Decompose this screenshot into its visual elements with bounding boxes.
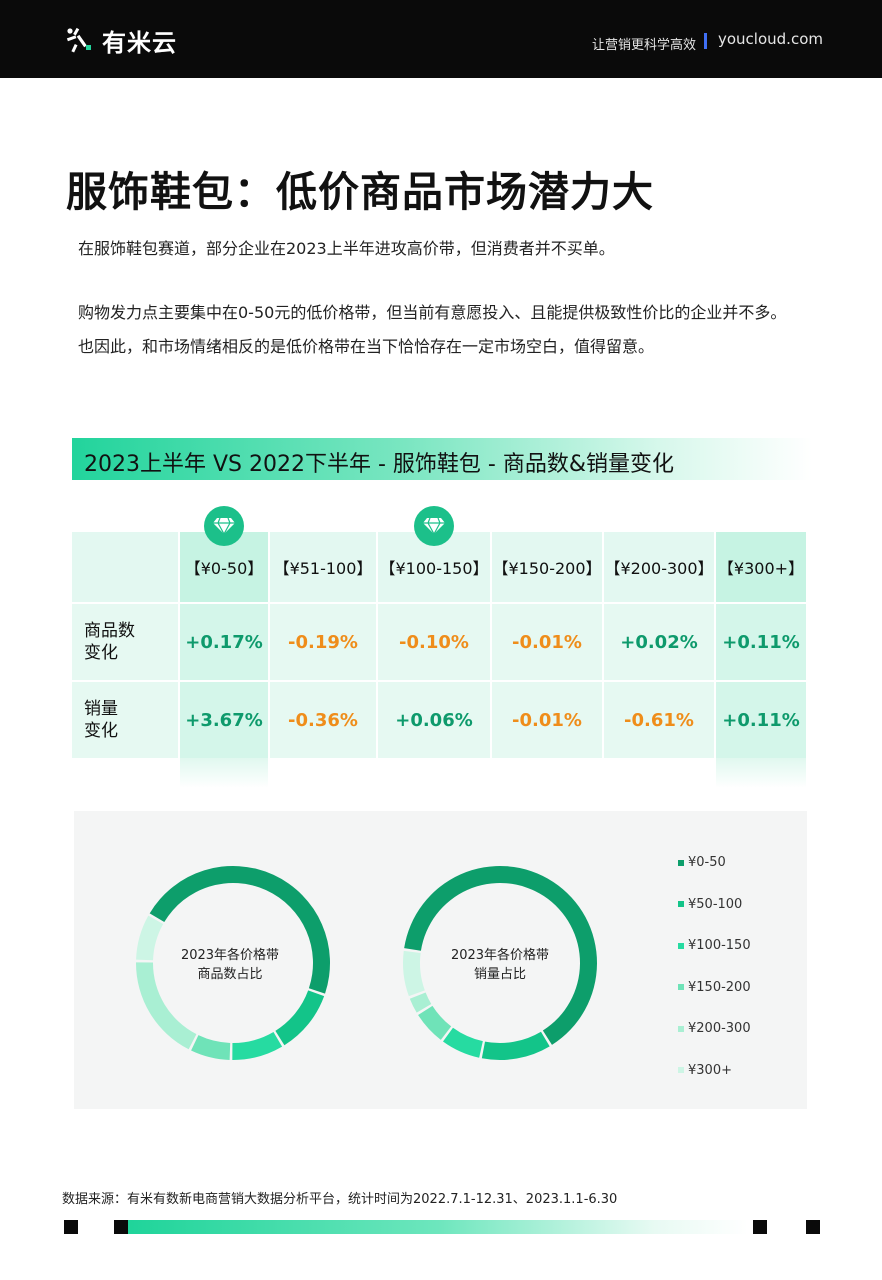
table-value-cell: -0.36% [270, 682, 376, 758]
legend-item: ¥100-150 [678, 938, 751, 953]
legend-swatch [678, 859, 684, 866]
header-domain-link[interactable]: youcloud.com [718, 30, 823, 48]
legend-item: ¥200-300 [678, 1021, 751, 1036]
table-header-cell: 【¥200-300】 [604, 532, 714, 602]
diamond-icon [204, 506, 244, 546]
table-value-cell: +0.11% [716, 682, 806, 758]
footer-square-left [64, 1220, 78, 1234]
table-value-cell: -0.61% [604, 682, 714, 758]
page-title: 服饰鞋包：低价商品市场潜力大 [66, 168, 654, 216]
diamond-icon [414, 506, 454, 546]
table-header-cell: 【¥51-100】 [270, 532, 376, 602]
highlight-column-fade [716, 758, 806, 788]
table-value-cell: -0.01% [492, 604, 602, 680]
legend-swatch [678, 1025, 684, 1032]
table-row-label: 商品数 变化 [72, 604, 178, 680]
legend-label: ¥150-200 [688, 979, 751, 995]
header-slogan: 让营销更科学高效 [592, 38, 697, 53]
legend-swatch [678, 942, 684, 949]
top-bar: 有米云 让营销更科学高效 youcloud.com [0, 0, 882, 78]
legend-item: ¥50-100 [678, 897, 742, 912]
intro-paragraph: 在服饰鞋包赛道，部分企业在2023上半年进攻高价带，但消费者并不买单。 [78, 239, 615, 258]
donut-center-label-sales: 2023年各价格带 销量占比 [450, 948, 550, 982]
logo-text: 有米云 [102, 28, 177, 57]
legend-swatch [678, 901, 684, 907]
table-value-cell: +3.67% [180, 682, 268, 758]
legend-swatch [678, 984, 684, 990]
legend-label: ¥100-150 [688, 938, 751, 953]
table-value-cell: +0.06% [378, 682, 490, 758]
table-value-cell: -0.19% [270, 604, 376, 680]
legend-swatch [678, 1067, 684, 1073]
table-value-cell: +0.02% [604, 604, 714, 680]
data-source-note: 数据来源：有米有数新电商营销大数据分析平台，统计时间为2022.7.1-12.3… [62, 1192, 618, 1207]
table-header-cell: 【¥100-150】 [378, 532, 490, 602]
analysis-paragraph: 购物发力点主要集中在0-50元的低价格带，但当前有意愿投入、且能提供极致性价比的… [78, 303, 787, 356]
legend-item: ¥300+ [678, 1063, 732, 1078]
donut-center-label-products: 2023年各价格带 商品数占比 [180, 948, 280, 982]
table-value-cell: -0.10% [378, 604, 490, 680]
table-value-cell: +0.11% [716, 604, 806, 680]
section-title: 2023上半年 VS 2022下半年 - 服饰鞋包 - 商品数&销量变化 [84, 452, 674, 477]
footer-square-right-2 [806, 1220, 820, 1234]
footer-gradient-bar [128, 1220, 748, 1234]
table-header-cell: 【¥150-200】 [492, 532, 602, 602]
legend-item: ¥150-200 [678, 980, 751, 995]
highlight-column-fade [180, 758, 268, 788]
footer-square-left-2 [114, 1220, 128, 1234]
table-row-label: 销量 变化 [72, 682, 178, 758]
table-value-cell: +0.17% [180, 604, 268, 680]
legend-label: ¥0-50 [688, 855, 726, 870]
table-value-cell: -0.01% [492, 682, 602, 758]
header-divider [704, 33, 707, 49]
legend-label: ¥300+ [688, 1062, 732, 1078]
logo[interactable]: 有米云 [64, 22, 177, 58]
legend-label: ¥50-100 [688, 896, 743, 912]
table-header-cell: 【¥300+】 [716, 532, 806, 602]
table-header-blank [72, 532, 178, 602]
legend-label: ¥200-300 [688, 1021, 751, 1036]
logo-icon [66, 27, 91, 53]
section-banner: 2023上半年 VS 2022下半年 - 服饰鞋包 - 商品数&销量变化 [72, 438, 812, 480]
footer-square-right [753, 1220, 767, 1234]
legend-item: ¥0-50 [678, 855, 726, 870]
